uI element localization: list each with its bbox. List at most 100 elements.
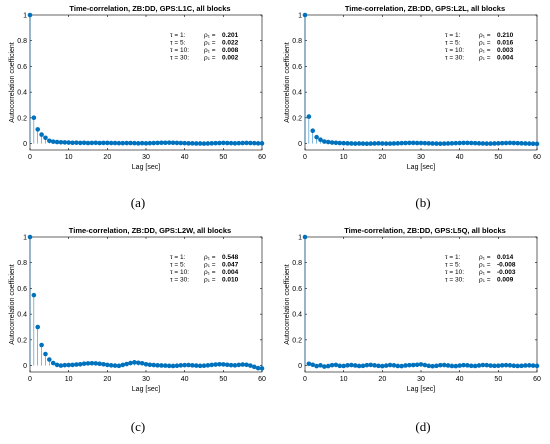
stem-point bbox=[85, 361, 91, 366]
y-tick-label: 0 bbox=[298, 363, 302, 370]
stem-point bbox=[201, 363, 207, 368]
stem-point bbox=[47, 357, 52, 362]
x-tick-label: 40 bbox=[181, 154, 189, 161]
stem-point bbox=[318, 137, 323, 143]
x-tick-label: 60 bbox=[258, 154, 266, 161]
stem-point bbox=[74, 140, 79, 145]
y-tick-label: 0.2 bbox=[292, 337, 302, 344]
stem-point bbox=[182, 362, 187, 368]
annotation-rho: ρ₁ = bbox=[479, 254, 491, 261]
stem-point bbox=[151, 140, 157, 146]
y-axis-label: Autocorrelation coefficient bbox=[9, 42, 16, 122]
stem-point bbox=[333, 140, 339, 146]
chart-panel-b: Time-correlation, ZB:DD, GPS:L2L, all bl… bbox=[275, 0, 550, 222]
stem-point bbox=[426, 141, 432, 146]
stem-point bbox=[105, 140, 110, 146]
stem-point bbox=[314, 134, 319, 140]
stem-point bbox=[221, 362, 226, 367]
x-tick-label: 20 bbox=[103, 376, 111, 383]
annotation-value: 0.008 bbox=[222, 47, 239, 54]
stem-point bbox=[441, 362, 447, 368]
stem-point bbox=[530, 141, 536, 146]
caption-b: (b) bbox=[415, 195, 431, 210]
x-axis-label: Lag [sec] bbox=[407, 386, 435, 393]
annotation-rho: ρ₁ = bbox=[479, 47, 491, 54]
x-axis-label: Lag [sec] bbox=[132, 386, 160, 393]
annotation-tau: τ = 5: bbox=[170, 40, 186, 47]
stem-point bbox=[453, 363, 459, 369]
stem-point bbox=[166, 140, 172, 145]
stem-point bbox=[356, 363, 362, 369]
y-tick-label: 0.2 bbox=[292, 115, 302, 122]
chart-a: Time-correlation, ZB:DD, GPS:L1C, all bl… bbox=[9, 4, 266, 171]
stem-point bbox=[186, 362, 191, 368]
stem-point bbox=[376, 363, 381, 369]
stem-point bbox=[58, 139, 64, 145]
stem-point bbox=[418, 362, 424, 367]
stem-point bbox=[170, 363, 176, 369]
stem-point bbox=[480, 362, 486, 368]
stem-point bbox=[159, 140, 164, 146]
stem-point bbox=[523, 141, 528, 146]
stem-point bbox=[197, 141, 203, 146]
caption-d: (d) bbox=[415, 419, 431, 434]
stem-point bbox=[368, 141, 374, 146]
stem-point bbox=[174, 363, 180, 368]
stem-point bbox=[128, 360, 133, 366]
stem-point bbox=[333, 362, 339, 368]
stem-point bbox=[387, 362, 393, 368]
chart-title: Time-correlation, ZB:DD, GPS:L2L, all bl… bbox=[345, 4, 505, 13]
annotation-value: 0.047 bbox=[222, 262, 239, 269]
x-tick-label: 10 bbox=[65, 376, 73, 383]
stem-point bbox=[503, 140, 509, 146]
stem-point bbox=[318, 363, 323, 368]
stem-point bbox=[407, 362, 412, 368]
stem-point bbox=[507, 140, 513, 146]
stem-point bbox=[228, 140, 234, 146]
stem-point bbox=[372, 141, 377, 146]
annotation-tau: τ = 1: bbox=[445, 32, 461, 39]
stem-point bbox=[101, 361, 106, 367]
stem-point bbox=[314, 363, 319, 369]
stem-point bbox=[488, 363, 493, 368]
stem-point bbox=[325, 363, 331, 369]
stem-point bbox=[39, 342, 44, 348]
stem-point bbox=[380, 141, 385, 146]
stem-point bbox=[31, 115, 37, 121]
stem-point bbox=[453, 140, 459, 146]
y-tick-label: 0.6 bbox=[292, 286, 302, 293]
stem-point bbox=[310, 128, 316, 134]
stem-point bbox=[349, 362, 354, 368]
stem-point bbox=[380, 363, 385, 369]
stem-point bbox=[376, 141, 381, 146]
chart-panel-c: Time-correlation, ZB:DD, GPS:L2W, all bl… bbox=[0, 222, 275, 444]
stem-point bbox=[135, 360, 141, 366]
annotation-rho: ρ₁ = bbox=[479, 55, 491, 62]
stem-point bbox=[349, 141, 354, 146]
x-tick-label: 10 bbox=[340, 376, 348, 383]
stem-point bbox=[186, 141, 191, 146]
x-axis-label: Lag [sec] bbox=[132, 164, 160, 171]
stem-point bbox=[383, 363, 389, 368]
stem-point bbox=[135, 141, 141, 146]
x-tick-label: 60 bbox=[533, 376, 541, 383]
stem-point bbox=[468, 363, 474, 369]
stem-point bbox=[232, 363, 238, 368]
stem-point bbox=[159, 363, 164, 368]
annotation-rho: ρ₁ = bbox=[204, 277, 216, 284]
stem-point bbox=[132, 140, 137, 146]
stem-point bbox=[108, 140, 114, 146]
annotation-tau: τ = 5: bbox=[170, 262, 186, 269]
stem-point bbox=[445, 363, 451, 368]
chart-panel-d: Time-correlation, ZB:DD, GPS:L5Q, all bl… bbox=[275, 222, 550, 444]
stem-point bbox=[356, 141, 362, 146]
stem-point bbox=[337, 140, 343, 146]
y-tick-label: 1 bbox=[298, 13, 302, 20]
chart-title: Time-correlation, ZB:DD, GPS:L2W, all bl… bbox=[69, 226, 231, 235]
stem-point bbox=[240, 362, 245, 367]
y-tick-label: 0.4 bbox=[17, 90, 27, 97]
stem-point bbox=[515, 363, 520, 369]
stem-point bbox=[147, 362, 153, 368]
stem-point bbox=[143, 361, 149, 367]
stem-point bbox=[259, 366, 265, 371]
